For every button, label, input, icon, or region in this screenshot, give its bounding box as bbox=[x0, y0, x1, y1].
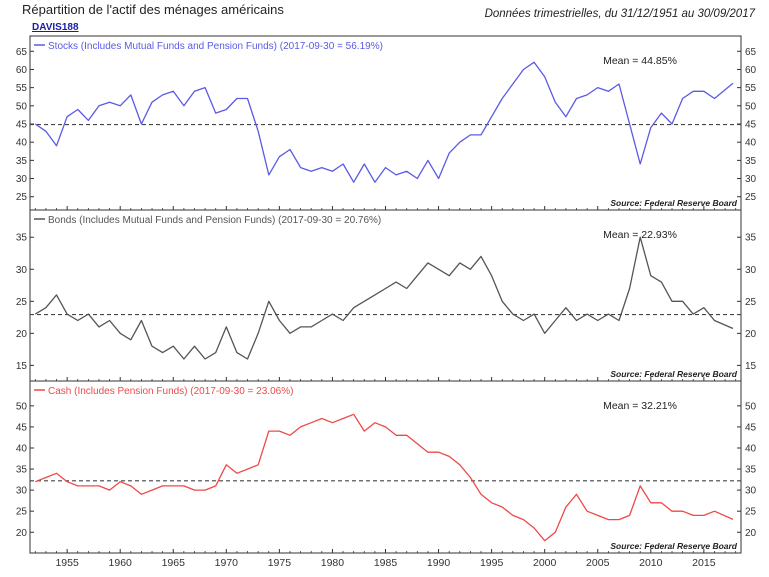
y-tick-label: 50 bbox=[16, 401, 28, 412]
y-tick-label: 45 bbox=[16, 422, 28, 433]
y-tick-label: 30 bbox=[16, 265, 28, 276]
x-tick-label: 1960 bbox=[109, 557, 133, 569]
x-tick-label: 1985 bbox=[374, 557, 398, 569]
mean-label: Mean = 32.21% bbox=[603, 400, 677, 412]
source-label: Source: Federal Reserve Board bbox=[610, 198, 737, 208]
y-tick-label: 25 bbox=[16, 507, 28, 518]
y-tick-label-right: 30 bbox=[745, 174, 757, 185]
y-tick-label: 45 bbox=[16, 120, 28, 131]
y-tick-label: 30 bbox=[16, 486, 28, 497]
y-tick-label-right: 30 bbox=[745, 486, 757, 497]
y-tick-label-right: 20 bbox=[745, 528, 757, 539]
y-tick-label-right: 25 bbox=[745, 507, 757, 518]
y-tick-label-right: 25 bbox=[745, 297, 757, 308]
source-label: Source: Federal Reserve Board bbox=[610, 541, 737, 551]
y-tick-label: 35 bbox=[16, 465, 28, 476]
x-tick-label: 2005 bbox=[586, 557, 610, 569]
x-tick-label: 2000 bbox=[533, 557, 557, 569]
y-tick-label-right: 35 bbox=[745, 233, 757, 244]
legend-label: Bonds (Includes Mutual Funds and Pension… bbox=[48, 215, 381, 226]
y-tick-label: 60 bbox=[16, 65, 28, 76]
y-tick-label: 25 bbox=[16, 192, 28, 203]
x-tick-label: 1980 bbox=[321, 557, 345, 569]
y-tick-label-right: 65 bbox=[745, 47, 757, 58]
y-tick-label-right: 50 bbox=[745, 101, 757, 112]
y-tick-label: 15 bbox=[16, 361, 28, 372]
y-tick-label-right: 35 bbox=[745, 465, 757, 476]
mean-label: Mean = 22.93% bbox=[603, 229, 677, 241]
y-tick-label: 40 bbox=[16, 443, 28, 454]
x-tick-label: 2010 bbox=[639, 557, 663, 569]
y-tick-label-right: 45 bbox=[745, 422, 757, 433]
page-title: Répartition de l'actif des ménages améri… bbox=[22, 2, 284, 17]
page-subtitle: Données trimestrielles, du 31/12/1951 au… bbox=[484, 8, 755, 20]
y-tick-label: 25 bbox=[16, 297, 28, 308]
y-tick-label: 65 bbox=[16, 47, 28, 58]
x-tick-label: 1970 bbox=[215, 557, 239, 569]
x-tick-label: 1975 bbox=[268, 557, 292, 569]
y-tick-label-right: 30 bbox=[745, 265, 757, 276]
x-tick-label: 1990 bbox=[427, 557, 451, 569]
x-tick-label: 1965 bbox=[162, 557, 186, 569]
chart-code-link[interactable]: DAVIS188 bbox=[32, 22, 79, 33]
y-tick-label-right: 40 bbox=[745, 138, 757, 149]
y-tick-label-right: 40 bbox=[745, 443, 757, 454]
source-label: Source: Federal Reserve Board bbox=[610, 369, 737, 379]
y-tick-label: 50 bbox=[16, 101, 28, 112]
y-tick-label-right: 55 bbox=[745, 83, 757, 94]
y-tick-label: 35 bbox=[16, 233, 28, 244]
y-tick-label: 35 bbox=[16, 156, 28, 167]
x-tick-label: 1995 bbox=[480, 557, 504, 569]
mean-label: Mean = 44.85% bbox=[603, 55, 677, 67]
y-tick-label-right: 15 bbox=[745, 361, 757, 372]
x-tick-label: 1955 bbox=[55, 557, 79, 569]
y-tick-label-right: 50 bbox=[745, 401, 757, 412]
y-tick-label: 40 bbox=[16, 138, 28, 149]
series-line bbox=[34, 61, 734, 183]
x-tick-label: 2015 bbox=[692, 557, 716, 569]
series-line bbox=[34, 236, 734, 360]
y-tick-label-right: 35 bbox=[745, 156, 757, 167]
y-tick-label-right: 60 bbox=[745, 65, 757, 76]
y-tick-label: 20 bbox=[16, 329, 28, 340]
legend-label: Cash (Includes Pension Funds) (2017-09-3… bbox=[48, 386, 293, 397]
legend-label: Stocks (Includes Mutual Funds and Pensio… bbox=[48, 41, 383, 52]
y-tick-label-right: 20 bbox=[745, 329, 757, 340]
y-tick-label-right: 45 bbox=[745, 120, 757, 131]
y-tick-label-right: 25 bbox=[745, 192, 757, 203]
series-line bbox=[35, 413, 734, 542]
y-tick-label: 20 bbox=[16, 528, 28, 539]
y-tick-label: 30 bbox=[16, 174, 28, 185]
y-tick-label: 55 bbox=[16, 83, 28, 94]
